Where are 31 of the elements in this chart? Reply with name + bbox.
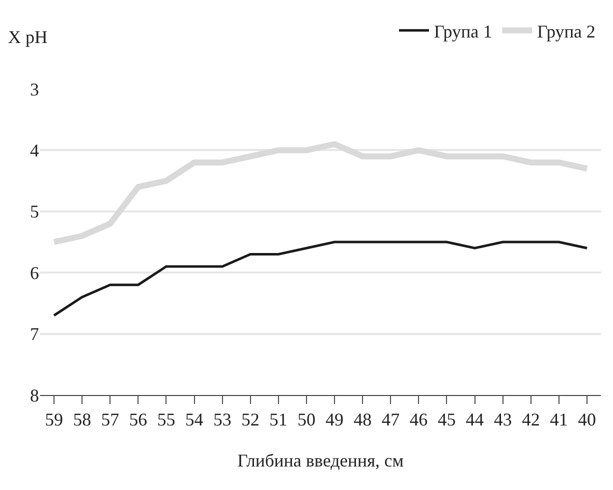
x-tick-label: 56 [129, 410, 148, 430]
x-tick-label: 55 [157, 410, 176, 430]
y-tick-label: 6 [30, 262, 39, 283]
y-tick-label: 5 [30, 202, 39, 222]
x-tick-label: 46 [410, 410, 428, 430]
x-tick-label: 45 [438, 410, 456, 430]
x-axis-title: Глибина введення, см [237, 450, 404, 471]
line-series [52, 240, 588, 317]
y-tick-label: 4 [30, 140, 39, 160]
legend-label: Група 1 [434, 21, 492, 42]
x-tick-label: 43 [494, 410, 512, 430]
x-tick-label: 59 [45, 410, 64, 430]
y-tick-label: 3 [30, 79, 39, 100]
x-tick-label: 52 [241, 410, 260, 430]
x-tick-label: 51 [269, 410, 288, 430]
x-tick-label: 44 [466, 410, 484, 430]
x-tick-label: 48 [354, 410, 372, 430]
x-tick-label: 53 [213, 410, 232, 430]
legend-label: Група 2 [537, 21, 596, 42]
x-tick-label: 58 [73, 410, 92, 430]
x-tick-label: 40 [578, 410, 596, 430]
x-tick-label: 42 [522, 410, 540, 430]
y-tick-label: 8 [30, 385, 39, 406]
x-tick-label: 47 [382, 410, 400, 430]
y-axis-title: X pH [8, 27, 48, 47]
x-tick-label: 54 [185, 410, 204, 430]
x-tick-label: 41 [550, 410, 568, 430]
x-tick-label: 57 [101, 410, 120, 430]
y-tick-label: 7 [30, 324, 39, 344]
x-tick-label: 50 [297, 410, 316, 430]
x-tick-label: 49 [326, 410, 344, 430]
